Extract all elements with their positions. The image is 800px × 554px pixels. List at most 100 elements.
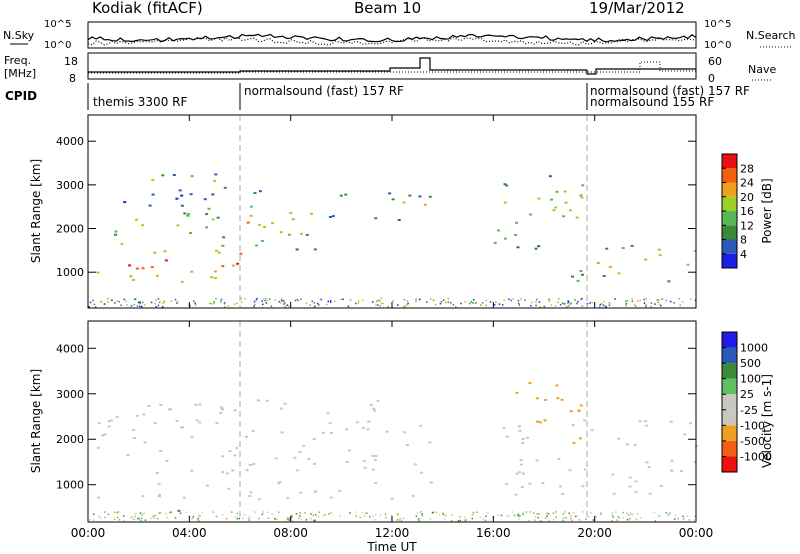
velocity-cell (518, 471, 522, 474)
power-cell (515, 221, 518, 224)
time-axis-label: 00:00 (71, 526, 106, 540)
power-cell (253, 300, 256, 303)
velocity-y-tick-label: 2000 (56, 433, 84, 446)
power-cell (222, 236, 226, 239)
velocity-cell (198, 514, 201, 517)
velocity-cell (688, 519, 690, 521)
power-cell (379, 305, 381, 307)
power-cell (123, 298, 126, 301)
velocity-cell (519, 459, 523, 462)
velocity-cell (396, 513, 398, 516)
velocity-cell (153, 517, 155, 519)
power-colorbar-tick-label: 24 (740, 177, 754, 190)
power-cell (505, 184, 509, 187)
power-cell (210, 276, 214, 279)
power-cell (213, 179, 217, 182)
power-cell (339, 194, 343, 197)
velocity-cell (611, 473, 615, 476)
velocity-cell (195, 419, 199, 422)
power-cell (151, 193, 155, 196)
velocity-cell (505, 515, 508, 517)
noise-tick-high-left: 10^5 (44, 19, 71, 30)
velocity-colorbar-segment (722, 332, 737, 348)
velocity-cell (104, 516, 106, 519)
velocity-cell (546, 515, 548, 517)
velocity-cell (419, 424, 423, 427)
power-cell (406, 300, 409, 302)
velocity-cell (518, 518, 520, 521)
velocity-cell (459, 519, 461, 522)
power-cell (480, 304, 482, 306)
power-cell (240, 301, 243, 303)
power-y-tick-label: 4000 (56, 135, 84, 148)
velocity-cell (103, 433, 107, 436)
velocity-cell (141, 517, 143, 520)
velocity-cell (445, 515, 447, 517)
power-cell (561, 302, 564, 304)
velocity-cell (157, 483, 161, 486)
velocity-cell (562, 513, 564, 515)
power-cell (455, 306, 457, 308)
velocity-cell (97, 496, 101, 499)
power-cell (661, 298, 663, 300)
velocity-cell (142, 413, 146, 416)
power-cell (107, 301, 109, 303)
time-axis-label: 16:00 (476, 526, 511, 540)
power-cell (88, 306, 90, 308)
velocity-colorbar-segment (722, 347, 737, 364)
velocity-cell (415, 515, 418, 517)
power-cell (591, 301, 593, 304)
velocity-y-tick-label: 3000 (56, 388, 84, 401)
velocity-cell (302, 444, 306, 447)
power-cell (347, 305, 350, 308)
velocity-cell (636, 513, 639, 515)
velocity-cell (258, 498, 261, 501)
velocity-cell (296, 469, 300, 472)
power-cell (233, 303, 236, 305)
power-y-axis-title: Slant Range [km] (29, 159, 43, 263)
power-cell (213, 270, 217, 273)
power-cell (268, 298, 271, 300)
power-cell (397, 304, 399, 306)
power-cell (133, 298, 136, 301)
power-cell (265, 302, 268, 304)
velocity-cell (174, 517, 177, 519)
power-cell (387, 305, 389, 308)
velocity-cell (101, 434, 105, 437)
power-cell (133, 303, 136, 306)
velocity-cell (339, 515, 341, 518)
velocity-cell (633, 444, 637, 447)
velocity-cell (366, 428, 370, 431)
power-cell (219, 300, 222, 303)
velocity-cell (665, 512, 668, 515)
power-cell (162, 302, 164, 304)
velocity-cell (561, 493, 565, 496)
velocity-cell (231, 511, 233, 513)
power-cell (136, 305, 139, 307)
power-cell (135, 267, 139, 270)
power-cell (253, 305, 255, 308)
power-cell (392, 300, 394, 302)
velocity-cell (628, 514, 630, 516)
velocity-cell (576, 515, 578, 517)
velocity-cell (538, 513, 540, 515)
power-cell (447, 301, 449, 303)
velocity-cell (290, 514, 293, 517)
power-cell (153, 251, 157, 254)
power-cell (334, 300, 336, 303)
velocity-cell (398, 519, 400, 521)
power-cell (357, 302, 359, 305)
power-colorbar-tick-label: 28 (740, 162, 754, 175)
velocity-cell (278, 511, 280, 513)
velocity-cell (157, 495, 161, 498)
power-cell (129, 275, 133, 278)
velocity-cell (115, 415, 119, 418)
velocity-cell (544, 398, 548, 401)
power-colorbar-segment (722, 211, 737, 226)
velocity-cell (588, 516, 590, 518)
velocity-cell (221, 408, 225, 411)
velocity-cell (552, 512, 555, 514)
power-cell (262, 303, 264, 306)
velocity-cell (674, 514, 677, 517)
power-cell (493, 241, 497, 244)
